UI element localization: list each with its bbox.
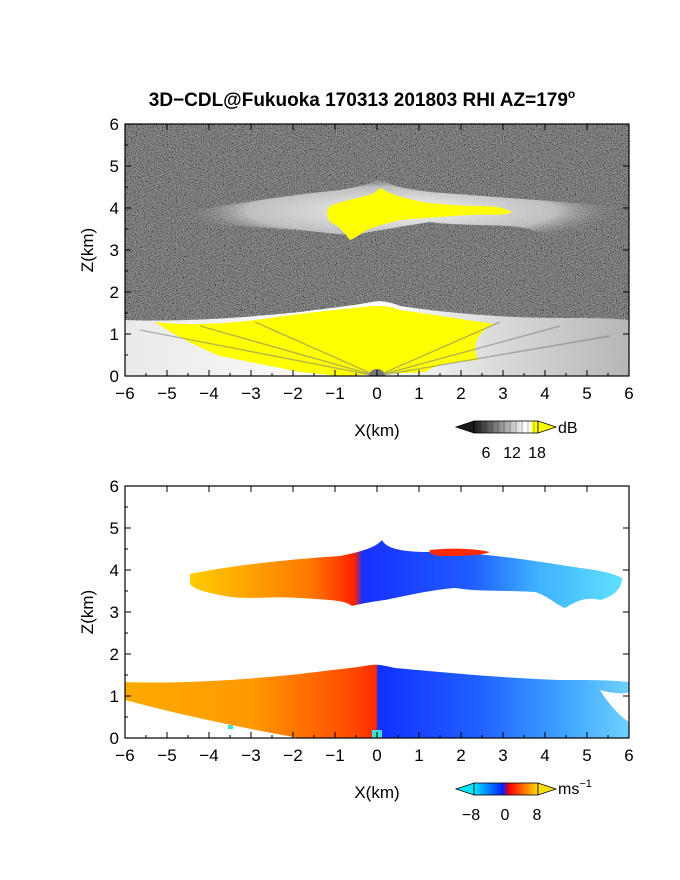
y-tick-label: 5 <box>110 519 119 538</box>
lower-velocity-gap <box>600 690 629 722</box>
x-axis-label: X(km) <box>354 783 399 802</box>
x-tick-label: 2 <box>456 384 465 403</box>
colorbar-tick-label: 0 <box>501 807 510 824</box>
colorbar-right-arrow <box>537 782 558 796</box>
lower-velocity-gap <box>125 700 300 738</box>
x-tick-label: 4 <box>540 384 549 403</box>
lower-echo-saturated <box>155 306 495 376</box>
y-tick-label: 6 <box>110 477 119 496</box>
y-tick-label: 0 <box>110 367 119 386</box>
figure-title: 3D−CDL@Fukuoka 170313 201803 RHI AZ=179o <box>149 87 576 111</box>
x-tick-label: −6 <box>115 746 134 765</box>
y-tick-label: 3 <box>110 603 119 622</box>
x-tick-label: −6 <box>115 384 134 403</box>
colorbar-left-arrow <box>454 782 475 796</box>
colorbar-tick-label: 18 <box>528 445 546 462</box>
x-axis-label: X(km) <box>354 421 399 440</box>
y-axis-label: Z(km) <box>78 590 97 634</box>
x-tick-label: −4 <box>199 384 218 403</box>
x-tick-label: 0 <box>372 746 381 765</box>
velocity-colorbar: ms−1 −8 0 8 <box>454 778 592 824</box>
upper-velocity-layer <box>190 540 622 608</box>
reflectivity-colorbar: dB 6 12 18 <box>454 420 578 462</box>
x-tick-label: −5 <box>157 384 176 403</box>
x-tick-label: 4 <box>540 746 549 765</box>
y-tick-label: 4 <box>110 561 119 580</box>
colorbar-tick-label: 8 <box>533 807 542 824</box>
y-tick-label: 5 <box>110 157 119 176</box>
y-tick-label: 1 <box>110 687 119 706</box>
velocity-panel: −6 −5 −4 −3 −2 −1 0 1 2 3 4 5 6 0 1 2 3 4 5 6 X(km) Z(km) m… <box>78 477 634 824</box>
colorbar-tick-label: 6 <box>482 445 491 462</box>
y-tick-label: 1 <box>110 325 119 344</box>
y-tick-label: 3 <box>110 241 119 260</box>
x-tick-label: 6 <box>624 384 633 403</box>
y-tick-label: 6 <box>110 115 119 134</box>
x-tick-label: 3 <box>498 746 507 765</box>
x-tick-label: −5 <box>157 746 176 765</box>
upper-echo-saturated <box>327 188 512 240</box>
x-tick-label: −3 <box>241 746 260 765</box>
x-tick-label: 6 <box>624 746 633 765</box>
outlier-pixel <box>228 725 233 729</box>
x-tick-label: −2 <box>283 384 302 403</box>
colorbar-tick-label: −8 <box>462 807 480 824</box>
x-tick-label: 1 <box>414 746 423 765</box>
colorbar-tick-label: 12 <box>503 445 521 462</box>
x-tick-label: 3 <box>498 384 507 403</box>
colorbar-gradient <box>473 782 539 796</box>
x-tick-label: −1 <box>325 746 344 765</box>
colorbar-left-arrow <box>454 420 475 434</box>
x-tick-label: 1 <box>414 384 423 403</box>
lower-velocity-layer <box>125 664 629 738</box>
y-tick-label: 2 <box>110 283 119 302</box>
upper-velocity-red-top <box>429 548 490 556</box>
x-tick-label: −4 <box>199 746 218 765</box>
colorbar-right-arrow <box>537 420 558 434</box>
beam-streaks <box>139 321 611 376</box>
y-tick-label: 2 <box>110 645 119 664</box>
x-tick-label: −1 <box>325 384 344 403</box>
y-tick-label: 4 <box>110 199 119 218</box>
x-tick-label: −2 <box>283 746 302 765</box>
x-tick-label: 2 <box>456 746 465 765</box>
colorbar-unit: dB <box>558 420 578 437</box>
y-axis-label: Z(km) <box>78 228 97 272</box>
colorbar-unit: ms−1 <box>558 778 592 798</box>
x-tick-label: 0 <box>372 384 381 403</box>
y-tick-label: 0 <box>110 729 119 748</box>
colorbar-gradient <box>473 420 539 434</box>
x-tick-label: 5 <box>582 746 591 765</box>
x-tick-label: 5 <box>582 384 591 403</box>
x-tick-label: −3 <box>241 384 260 403</box>
